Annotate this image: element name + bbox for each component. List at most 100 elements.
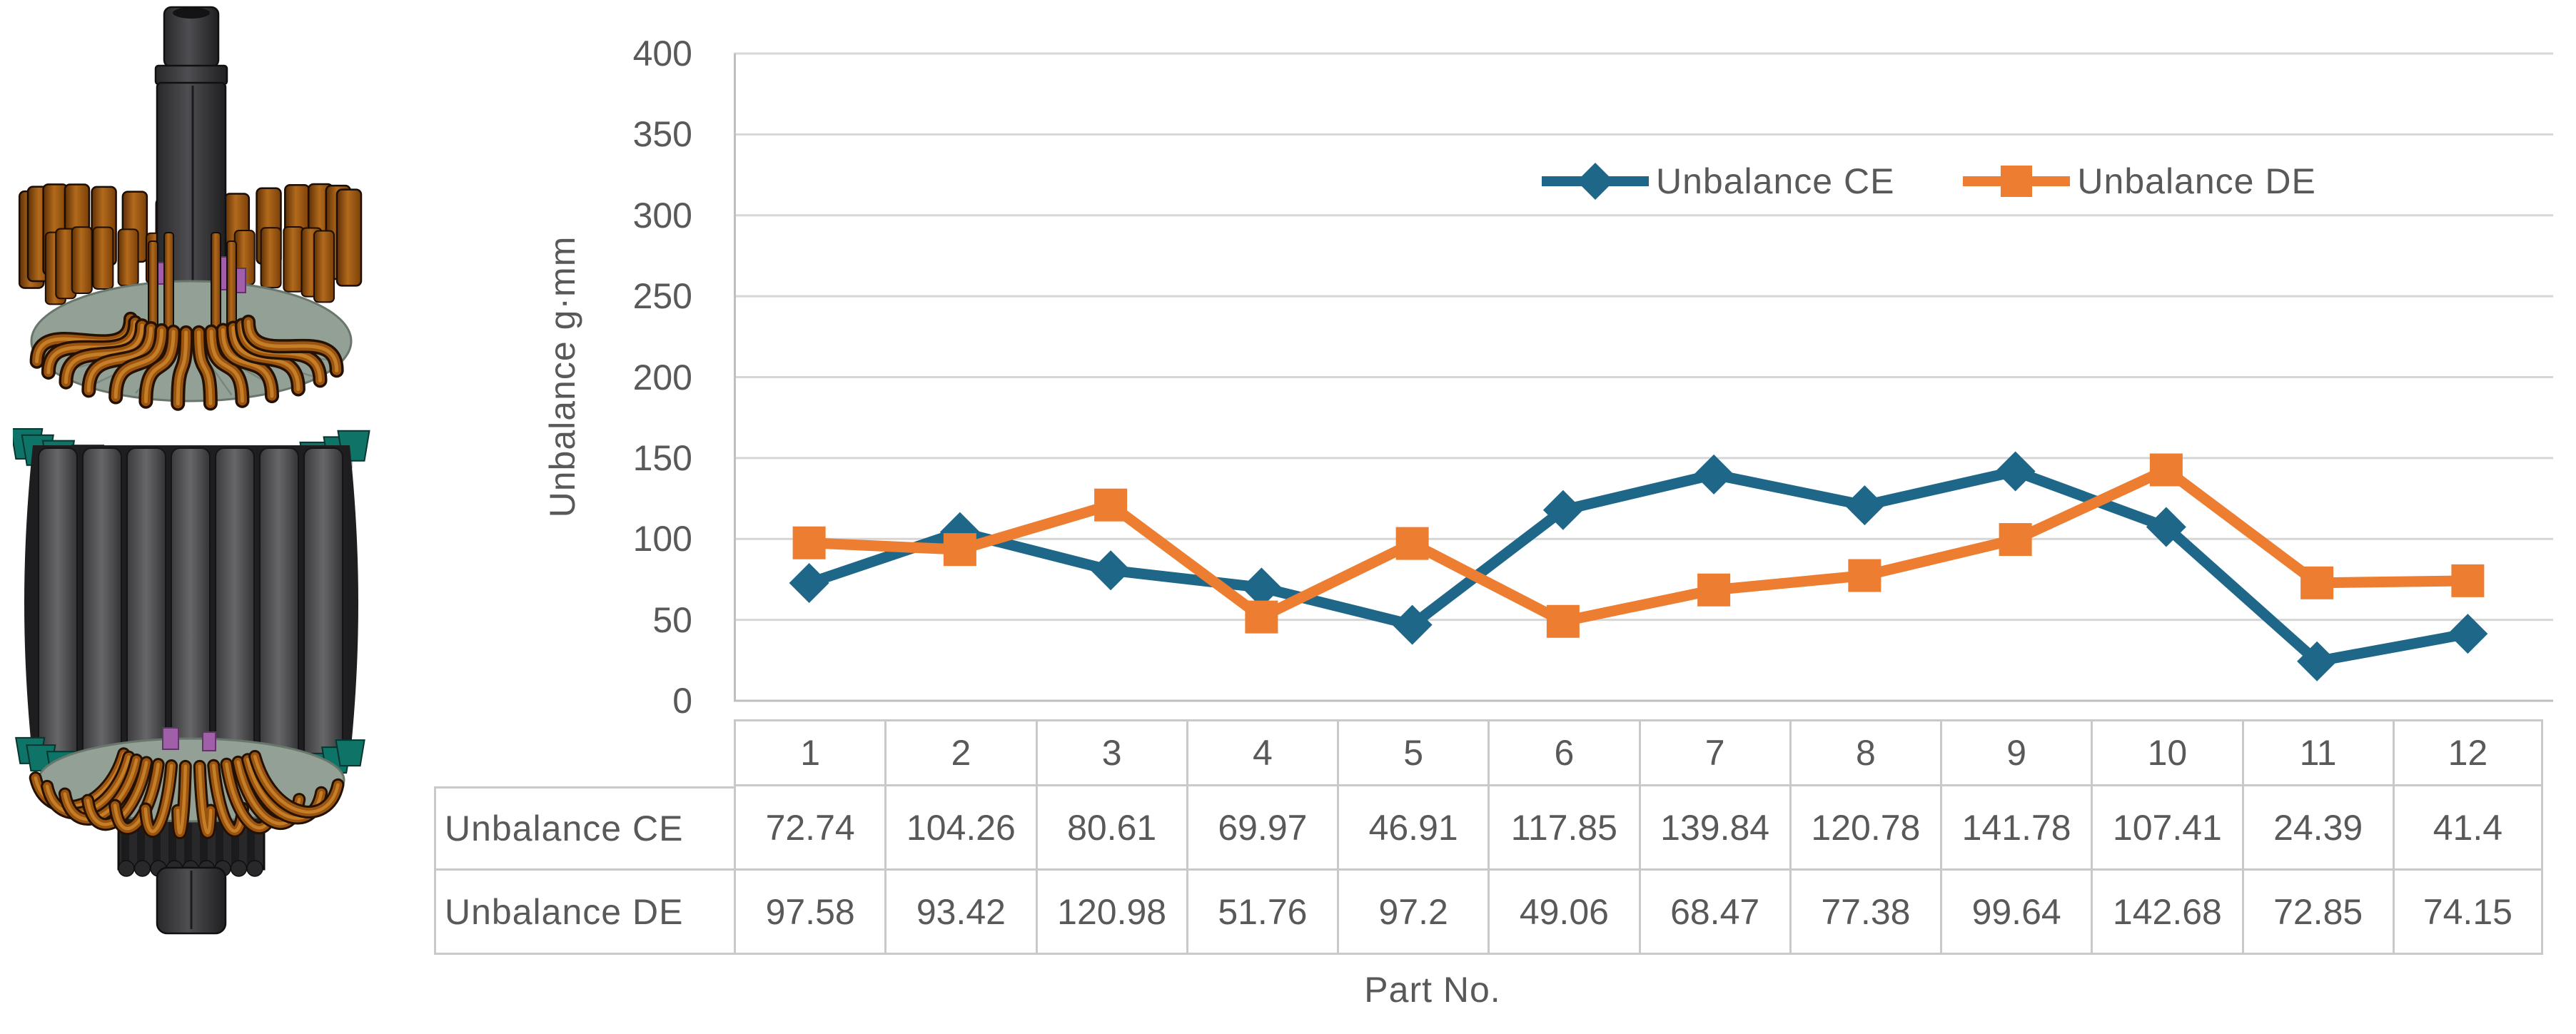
- value-cell: 139.84: [1638, 786, 1789, 871]
- legend-item-unbalance-ce: Unbalance CE: [1542, 160, 1894, 203]
- marker-diamond: [1694, 454, 1734, 495]
- copper-tab: [313, 230, 335, 303]
- category-cell: 11: [2241, 719, 2393, 786]
- legend-label-de: Unbalance DE: [2077, 161, 2316, 201]
- marker-diamond: [2448, 614, 2488, 654]
- core-slat: [303, 447, 343, 759]
- value-cell: 69.97: [1186, 786, 1337, 871]
- y-axis-tick-labels: 400 350 300 250 200 150 100 50 0: [493, 0, 692, 785]
- value-cell: 107.41: [2091, 786, 2242, 871]
- legend-item-unbalance-de: Unbalance DE: [1963, 160, 2315, 203]
- rotor-top-winding: [29, 311, 344, 411]
- core-slat: [38, 447, 78, 759]
- marker-square: [1697, 573, 1731, 607]
- line-diamond-marker-icon: [1542, 163, 1649, 200]
- y-tick-label: 150: [632, 437, 692, 478]
- value-cell: 72.85: [2241, 871, 2393, 955]
- marker-diamond: [1091, 550, 1131, 591]
- table-corner-cell: [434, 719, 734, 786]
- copper-tab: [117, 228, 139, 287]
- core-slat: [259, 447, 299, 759]
- marker-diamond: [2297, 641, 2338, 681]
- marker-square: [1999, 523, 2032, 557]
- marker-square: [1848, 559, 1882, 592]
- marker-square: [1395, 527, 1429, 560]
- value-cell: 93.42: [884, 871, 1036, 955]
- value-cell: 97.58: [734, 871, 885, 955]
- marker-square: [2300, 566, 2334, 599]
- marker-square: [2149, 453, 2183, 487]
- y-tick-label: 300: [632, 195, 692, 235]
- value-cell: 24.39: [2241, 786, 2393, 871]
- core-slat: [215, 447, 255, 759]
- value-cell: 97.2: [1337, 871, 1488, 955]
- value-cell: 80.61: [1035, 786, 1186, 871]
- marker-square: [2451, 564, 2485, 597]
- value-cell: 120.98: [1035, 871, 1186, 955]
- series-line-unbalance-de: [804, 464, 2473, 627]
- category-cell: 5: [1337, 719, 1488, 786]
- x-axis-title: Part No.: [1364, 970, 1501, 1010]
- category-cell: 12: [2392, 719, 2543, 786]
- value-cell: 77.38: [1789, 871, 1940, 955]
- category-cell: 8: [1789, 719, 1940, 786]
- rotor-core: [24, 445, 358, 761]
- value-cell: 51.76: [1186, 871, 1337, 955]
- marker-diamond: [2146, 507, 2186, 547]
- value-cell: 68.47: [1638, 871, 1789, 955]
- y-tick-label: 400: [632, 34, 692, 74]
- series-label-cell: Unbalance CE: [434, 786, 734, 871]
- insulator: [202, 731, 216, 751]
- value-cell: 49.06: [1487, 871, 1639, 955]
- y-tick-label: 250: [632, 276, 692, 317]
- line-square-marker-icon: [1963, 166, 2071, 197]
- value-cell: 120.78: [1789, 786, 1940, 871]
- rotor-bottom-winding: [29, 747, 345, 839]
- teal-ring-segment: [335, 739, 365, 767]
- y-tick-label: 50: [652, 599, 692, 640]
- value-cell: 117.85: [1487, 786, 1639, 871]
- copper-tab: [260, 227, 282, 289]
- category-cell: 4: [1186, 719, 1337, 786]
- marker-diamond: [1844, 485, 1885, 526]
- core-slat: [126, 447, 166, 759]
- legend-label-ce: Unbalance CE: [1656, 161, 1895, 201]
- copper-tab: [71, 226, 93, 295]
- copper-tab: [283, 226, 305, 293]
- y-tick-label: 0: [672, 681, 692, 721]
- series-line-unbalance-ce: [804, 466, 2473, 667]
- marker-square: [943, 533, 976, 567]
- copper-tab: [92, 226, 114, 290]
- rotor-image: [13, 6, 370, 935]
- y-tick-label: 100: [632, 519, 692, 559]
- plot-area: [734, 52, 2553, 702]
- value-cell: 74.15: [2392, 871, 2543, 955]
- copper-tab: [335, 188, 363, 287]
- value-cell: 142.68: [2091, 871, 2242, 955]
- marker-diamond: [1241, 567, 1282, 608]
- value-cell: 104.26: [884, 786, 1036, 871]
- chart-legend: Unbalance CE Unbalance DE: [1542, 151, 2316, 211]
- value-cell: 141.78: [1940, 786, 2091, 871]
- marker-diamond: [1392, 604, 1433, 645]
- insulator: [162, 727, 179, 750]
- marker-square: [792, 526, 826, 559]
- marker-diamond: [1995, 451, 2036, 492]
- category-cell: 6: [1487, 719, 1639, 786]
- core-slat: [82, 447, 122, 759]
- value-cell: 41.4: [2392, 786, 2543, 871]
- core-slat: [171, 447, 211, 759]
- y-tick-label: 350: [632, 114, 692, 155]
- marker-diamond: [1542, 490, 1583, 530]
- category-cell: 9: [1940, 719, 2091, 786]
- value-cell: 46.91: [1337, 786, 1488, 871]
- data-table: 1 2 3 4 5 6 7 8 9 10 11 12 Unbalance CE 72.74 104.26 80…: [434, 719, 2543, 955]
- marker-square: [1546, 604, 1580, 638]
- category-cell: 3: [1035, 719, 1186, 786]
- y-tick-label: 200: [632, 357, 692, 397]
- category-cell: 2: [884, 719, 1036, 786]
- marker-square: [1245, 600, 1278, 634]
- rotor-graphics: [13, 6, 370, 935]
- value-cell: 99.64: [1940, 871, 2091, 955]
